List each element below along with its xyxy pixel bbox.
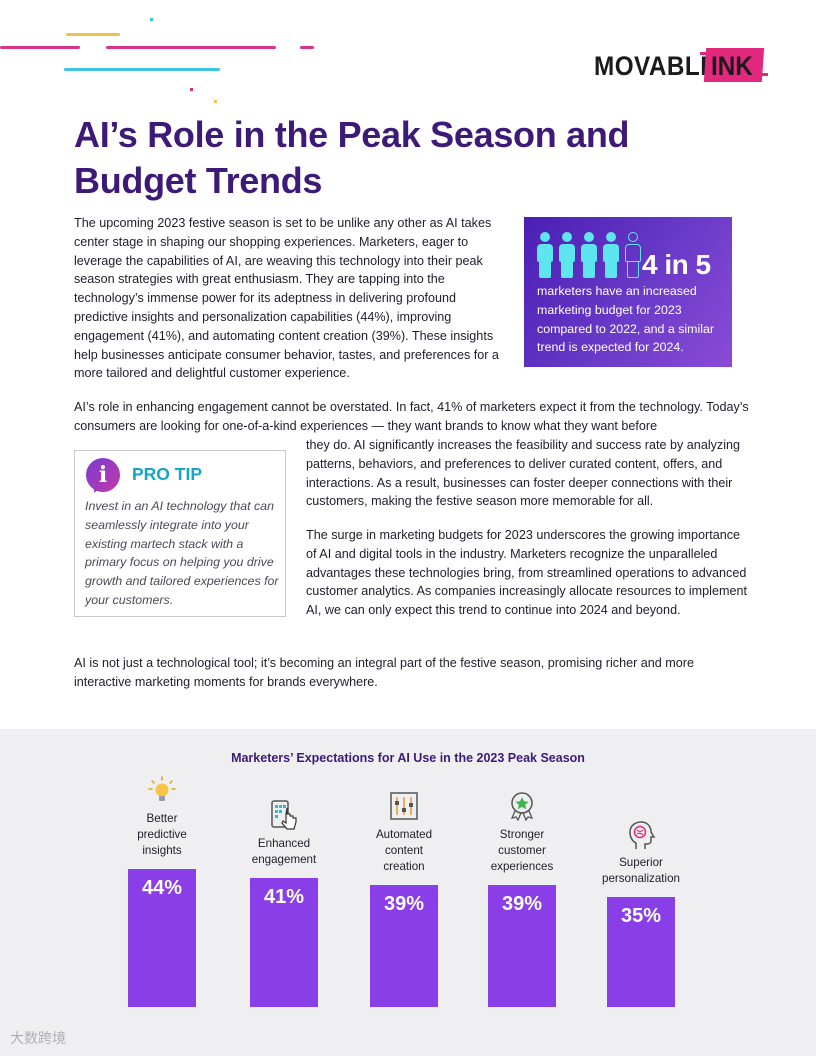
bar-value-label: 41%: [263, 886, 305, 908]
bar-value-label: 44%: [141, 877, 183, 899]
logo-ink-text: INK: [711, 51, 753, 81]
lightbulb-icon: [147, 775, 177, 810]
brand-logo: MOVABLE INK: [594, 46, 768, 86]
chart-section: Marketers’ Expectations for AI Use in th…: [0, 729, 816, 1056]
decorative-line: [64, 68, 220, 71]
page-title: AI’s Role in the Peak Season and Budget …: [74, 114, 630, 201]
people-icon-group: [536, 232, 642, 279]
intro-paragraph: The upcoming 2023 festive season is set …: [74, 216, 499, 381]
person-filled-icon: [558, 232, 576, 279]
pro-tip-heading: PRO TIP: [132, 464, 203, 484]
logo-glitch: [760, 73, 768, 76]
category-label: Enhanced engagement: [251, 837, 317, 866]
bar-chart: 44% Better predictive insights 41% Enhanced en…: [0, 729, 816, 1056]
bar-value-label: 39%: [383, 893, 425, 915]
logo-glitch: [700, 52, 706, 55]
logo-text: MOVABLE: [594, 50, 717, 81]
person-filled-icon: [536, 232, 554, 279]
brain-head-icon: [626, 819, 656, 856]
pro-tip-box: i PRO TIP Invest in an AI technology tha…: [74, 450, 286, 617]
stat-callout: 4 in 5 marketers have an increased marke…: [524, 217, 732, 367]
engagement-paragraph-top: AI’s role in enhancing engagement cannot…: [74, 400, 749, 433]
decorative-dot: [190, 88, 193, 91]
info-icon-badge: [86, 458, 120, 492]
bar-value-label: 39%: [501, 893, 543, 915]
touch-screen-icon: [269, 800, 299, 837]
chart-bar: 39%: [370, 885, 438, 1007]
sliders-icon: [389, 791, 419, 826]
chart-title: Marketers’ Expectations for AI Use in th…: [231, 751, 585, 765]
person-outline-icon: [624, 232, 642, 279]
chart-bar: 35%: [607, 897, 675, 1007]
category-label: Better predictive insights: [137, 812, 187, 857]
bar-value-label: 35%: [620, 905, 662, 927]
info-icon: i: [98, 462, 108, 488]
decorative-dot: [214, 100, 217, 103]
category-label: Stronger customer experiences: [490, 828, 554, 873]
person-filled-icon: [580, 232, 598, 279]
closing-paragraph: AI is not just a technological tool; it’…: [74, 656, 694, 689]
watermark: 大数跨境: [10, 1030, 66, 1046]
budget-paragraph: The surge in marketing budgets for 2023 …: [306, 528, 747, 618]
category-label: Automated content creation: [375, 828, 433, 873]
stat-description: marketers have an increased marketing bu…: [537, 284, 715, 355]
chart-bar: 44%: [128, 869, 196, 1007]
decorative-line: [300, 46, 314, 49]
stat-value: 4 in 5: [642, 249, 711, 280]
chart-bar: 41%: [250, 878, 318, 1007]
engagement-paragraph-rest: they do. AI significantly increases the …: [306, 438, 741, 509]
decorative-dot: [150, 18, 153, 21]
star-badge-icon: [507, 791, 537, 826]
pro-tip-text: Invest in an AI technology that can seam…: [85, 499, 279, 607]
decorative-line: [0, 46, 80, 49]
person-filled-icon: [602, 232, 620, 279]
chart-bar: 39%: [488, 885, 556, 1007]
decorative-line: [106, 46, 276, 49]
decorative-line: [66, 33, 120, 36]
category-label: Superior personalization: [602, 856, 680, 885]
